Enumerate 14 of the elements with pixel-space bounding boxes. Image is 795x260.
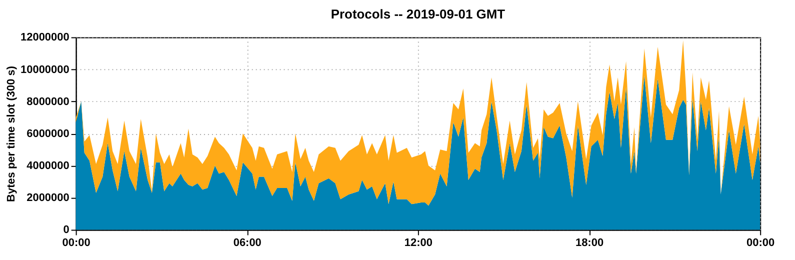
y-tick-label: 12000000 [20, 32, 70, 44]
y-tick-label: 10000000 [20, 64, 70, 76]
y-tick-label: 4000000 [26, 160, 70, 172]
y-tick-label: 0 [63, 224, 70, 236]
x-tick-label: 12:00 [404, 237, 432, 250]
y-tick-label: 8000000 [26, 96, 70, 108]
x-tick-label: 00:00 [62, 237, 90, 250]
x-tick-label: 06:00 [233, 237, 262, 250]
x-tick-label: 00:00 [746, 237, 775, 250]
y-tick-label: 6000000 [26, 128, 70, 140]
chart-title: Protocols -- 2019-09-01 GMT [330, 6, 506, 22]
x-tick-label: 18:00 [575, 237, 604, 250]
y-axis-title: Bytes per time slot (300 s) [6, 66, 18, 202]
y-tick-label: 2000000 [26, 192, 70, 204]
